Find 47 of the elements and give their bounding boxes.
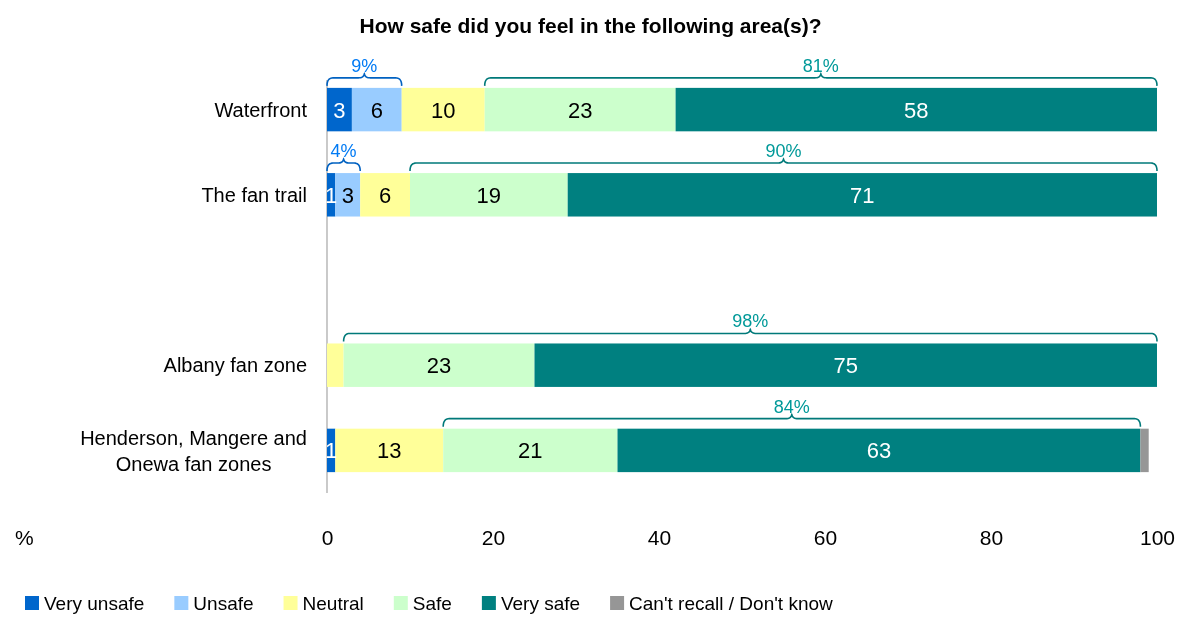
data-label: 63 bbox=[866, 438, 892, 464]
bar bbox=[343, 343, 535, 387]
legend-label: Neutral bbox=[302, 592, 364, 614]
data-label: 71 bbox=[850, 182, 875, 208]
x-tick-label: 0 bbox=[321, 525, 334, 549]
bar bbox=[360, 173, 410, 217]
data-label: 21 bbox=[518, 438, 543, 464]
data-label: 6 bbox=[370, 97, 383, 123]
text: 81% bbox=[802, 55, 839, 76]
data-label: 10 bbox=[430, 97, 456, 123]
legend-label: Unsafe bbox=[193, 592, 254, 614]
legend-label: Very safe bbox=[500, 592, 581, 614]
x-tick-label: 40 bbox=[647, 525, 672, 549]
annotation: 90% bbox=[765, 141, 802, 162]
legend-label: Can't recall / Don't know bbox=[629, 592, 834, 614]
data-label: 23 bbox=[567, 97, 593, 123]
text: 9% bbox=[351, 55, 378, 76]
annotation: 4% bbox=[330, 141, 357, 162]
legend-label: Safe bbox=[412, 592, 452, 614]
bar bbox=[484, 87, 676, 132]
legend-label: Very unsafe bbox=[44, 592, 145, 614]
annotation: 84% bbox=[773, 396, 810, 417]
y-tick-label: Henderson, Mangere and Onewa fan zones bbox=[80, 426, 308, 475]
y-tick-label: Albany fan zone bbox=[163, 354, 307, 377]
data-label: 19 bbox=[476, 182, 502, 208]
x-tick-label: 100 bbox=[1139, 525, 1176, 549]
x-tick-label: 20 bbox=[481, 525, 506, 549]
bar bbox=[335, 428, 444, 473]
bar bbox=[410, 173, 568, 217]
bar bbox=[443, 428, 618, 473]
chart-title: How safe did you feel in the following area(s)? bbox=[359, 13, 822, 37]
bar bbox=[401, 87, 485, 132]
annotation: 98% bbox=[732, 311, 769, 332]
x-tick-label: 60 bbox=[813, 525, 838, 549]
data-label: 75 bbox=[833, 353, 858, 379]
x-axis-title: % bbox=[15, 525, 34, 549]
y-tick-label: The fan trail bbox=[201, 184, 307, 206]
data-label: 13 bbox=[377, 438, 402, 464]
bar bbox=[1140, 428, 1149, 473]
y-tick-label: Waterfront bbox=[214, 98, 308, 121]
data-label: 23 bbox=[426, 353, 452, 379]
data-label: 58 bbox=[904, 97, 929, 123]
bar bbox=[327, 343, 344, 387]
data-label: 6 bbox=[378, 182, 392, 208]
data-label: 3 bbox=[341, 182, 354, 208]
data-label: 3 bbox=[333, 97, 346, 123]
x-tick-label: 80 bbox=[979, 525, 1004, 549]
